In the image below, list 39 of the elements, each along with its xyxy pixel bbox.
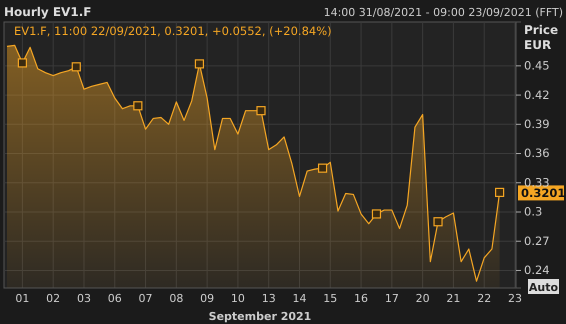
x-tick-label: 13 — [262, 292, 276, 305]
y-tick-label: 0.3 — [524, 204, 542, 219]
x-tick-label: 15 — [323, 292, 338, 305]
x-tick-label: 10 — [230, 292, 245, 305]
y-axis-title: Price EUR — [524, 23, 558, 52]
x-tick-label: 07 — [138, 292, 153, 305]
chart-title: Hourly EV1.F — [4, 5, 92, 19]
x-tick-label: 14 — [292, 292, 306, 305]
x-tick-label: 17 — [384, 292, 399, 305]
point — [256, 106, 266, 116]
point — [18, 58, 27, 68]
y-tick-label: 0.42 — [524, 88, 550, 102]
point — [133, 101, 142, 110]
x-tick-label: 23 — [508, 292, 522, 305]
point — [194, 59, 204, 68]
chart-subtitle: 14:00 31/08/2021 - 09:00 23/09/2021 (FFT) — [324, 6, 563, 19]
x-tick-label: 20 — [416, 292, 430, 305]
x-tick-label: 22 — [477, 292, 492, 305]
point — [433, 217, 443, 226]
annotation: EV1.F, 11:00 22/09/2021, 0.3201, +0.0552, (+20.84%) — [14, 24, 332, 38]
x-tick-label: 01 — [15, 292, 30, 305]
y-tick-label: 0.24 — [524, 263, 550, 278]
x-tick-label: 21 — [446, 292, 460, 305]
y-tick-label: 0.39 — [524, 116, 550, 131]
x-tick-label: 06 — [108, 292, 122, 305]
y-tick-label: 0.27 — [524, 234, 550, 248]
x-tick-label: 02 — [46, 292, 60, 305]
point — [372, 209, 382, 219]
x-axis-title: September 2021 — [208, 310, 312, 323]
point — [495, 188, 504, 198]
x-tick-label: 03 — [76, 292, 91, 305]
x-tick-label: 08 — [169, 292, 184, 305]
point — [318, 164, 328, 173]
text: Auto — [528, 281, 559, 294]
y-tick-label: 0.45 — [524, 58, 550, 73]
y-tick-label: 0.36 — [524, 146, 550, 160]
x-tick-label: 09 — [200, 292, 214, 305]
point — [72, 62, 81, 72]
x-tick-label: 16 — [354, 292, 368, 305]
